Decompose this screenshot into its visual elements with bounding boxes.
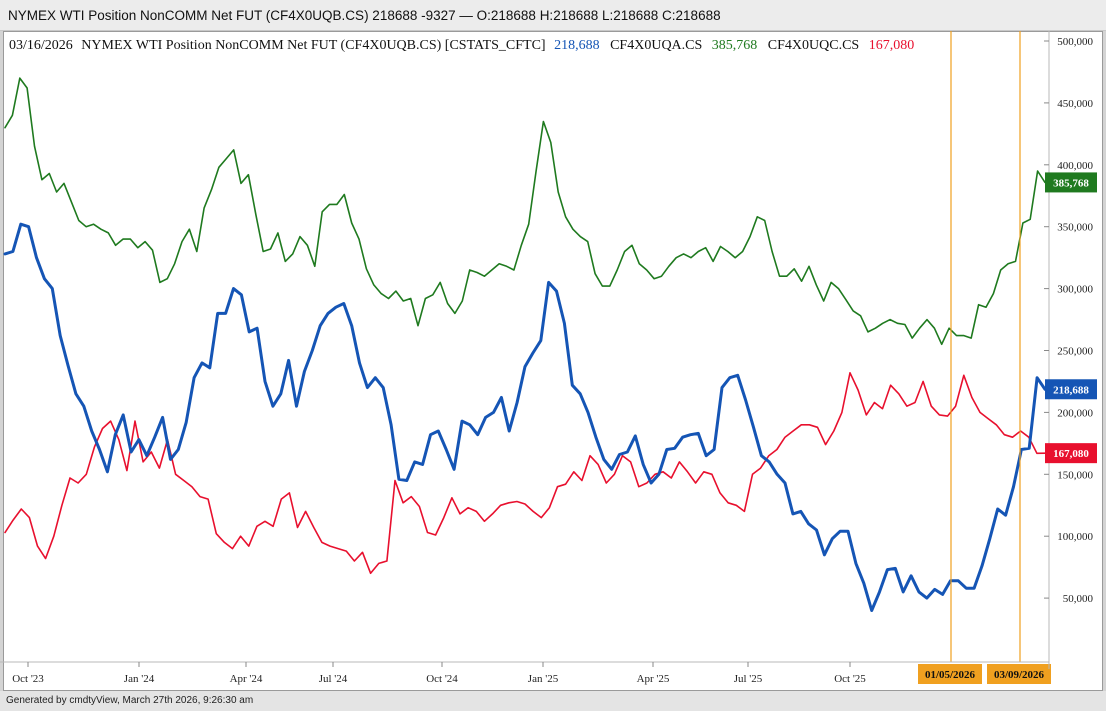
legend-item-value-c: 167,080 bbox=[869, 38, 915, 53]
last-value-label: 218,688 bbox=[1053, 384, 1089, 396]
legend-main-value: 218,688 bbox=[554, 38, 600, 53]
legend-item-label-c: CF4X0UQC.CS bbox=[768, 38, 859, 53]
last-value-label: 167,080 bbox=[1053, 448, 1089, 460]
y-tick-label: 50,000 bbox=[1063, 593, 1094, 605]
date-marker-label: 01/05/2026 bbox=[925, 669, 976, 681]
footer-generated-by: Generated by cmdtyView, March 27th 2026,… bbox=[0, 691, 1106, 711]
x-tick-label: Jul '24 bbox=[319, 673, 348, 685]
x-tick-label: Oct '23 bbox=[12, 673, 44, 685]
chart-legend: 03/16/2026 NYMEX WTI Position NonCOMM Ne… bbox=[9, 38, 914, 53]
x-tick-label: Apr '25 bbox=[637, 673, 670, 685]
last-value-label: 385,768 bbox=[1053, 177, 1089, 189]
date-markers: 01/05/2026 03/09/2026 bbox=[918, 31, 1051, 684]
chart-frame bbox=[3, 31, 1103, 691]
x-tick-label: Jan '25 bbox=[528, 673, 559, 685]
series-lines bbox=[3, 77, 1047, 612]
y-tick-label: 350,000 bbox=[1057, 222, 1093, 234]
y-tick-label: 200,000 bbox=[1057, 407, 1093, 419]
y-tick-label: 300,000 bbox=[1057, 284, 1093, 296]
y-tick-label: 500,000 bbox=[1057, 36, 1093, 48]
window-title: NYMEX WTI Position NonCOMM Net FUT (CF4X… bbox=[0, 0, 1106, 31]
y-tick-label: 250,000 bbox=[1057, 346, 1093, 358]
series-line bbox=[4, 77, 1046, 346]
legend-main-label: NYMEX WTI Position NonCOMM Net FUT (CF4X… bbox=[81, 38, 545, 53]
date-marker-label: 03/09/2026 bbox=[994, 669, 1045, 681]
x-tick-label: Oct '24 bbox=[426, 673, 458, 685]
chart-svg: 03/16/2026 NYMEX WTI Position NonCOMM Ne… bbox=[0, 31, 1097, 685]
last-value-tag bbox=[1045, 379, 1097, 400]
date-marker-box bbox=[987, 664, 1051, 684]
last-value-tags: 385,768 218,688 167,080 bbox=[1045, 172, 1097, 464]
y-tick-label: 150,000 bbox=[1057, 469, 1093, 481]
x-tick-label: Jul '25 bbox=[734, 673, 763, 685]
y-axis: 50,000 100,000 150,000 200,000 250,000 300,00… bbox=[1044, 31, 1094, 669]
last-value-tag bbox=[1045, 443, 1097, 464]
legend-item-value-a: 385,768 bbox=[712, 38, 758, 53]
last-value-tag bbox=[1045, 172, 1097, 193]
x-axis: Oct '23 Jan '24 Apr '24 Jul '24 Oct '24 Jan '… bbox=[0, 661, 1049, 685]
legend-item-label-a: CF4X0UQA.CS bbox=[610, 38, 702, 53]
x-tick-label: Apr '24 bbox=[230, 673, 263, 685]
y-tick-label: 100,000 bbox=[1057, 531, 1093, 543]
x-tick-label: Jan '24 bbox=[124, 673, 155, 685]
y-tick-label: 450,000 bbox=[1057, 98, 1093, 110]
legend-date: 03/16/2026 bbox=[9, 38, 73, 53]
x-tick-label: Oct '25 bbox=[834, 673, 866, 685]
date-marker-box bbox=[918, 664, 982, 684]
series-line bbox=[4, 372, 1046, 575]
y-tick-label: 400,000 bbox=[1057, 160, 1093, 172]
series-line bbox=[3, 222, 1047, 612]
